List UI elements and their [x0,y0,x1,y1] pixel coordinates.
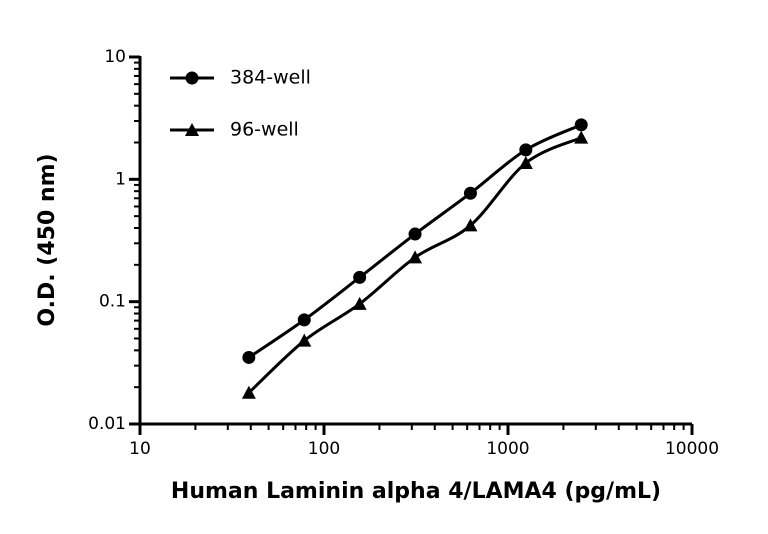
y-tick-label: 0.1 [99,292,126,312]
marker [352,296,367,310]
x-tick-label: 100 [308,439,340,459]
x-tick-label: 1000 [486,439,529,459]
marker [241,385,256,399]
x-tick-label: 10 [129,439,151,459]
y-tick-label: 10 [104,47,126,67]
x-tick-label: 10000 [665,439,719,459]
marker [463,186,477,200]
marker [185,123,199,136]
y-tick-label: 1 [115,169,126,189]
y-axis-title: O.D. (450 nm) [35,153,60,326]
x-axis-title: Human Laminin alpha 4/LAMA4 (pg/mL) [171,479,661,504]
marker [574,118,588,132]
legend-label: 96-well [230,119,299,141]
marker [242,350,256,364]
marker [353,270,367,284]
marker [297,313,311,327]
marker [463,218,478,232]
marker [185,71,199,85]
marker [574,130,589,144]
marker [297,333,312,347]
marker [518,155,533,169]
marker [519,143,533,157]
legend-label: 384-well [230,67,311,89]
marker [408,250,423,264]
marker [408,227,422,241]
series-line [247,136,582,394]
y-tick-label: 0.01 [88,414,126,434]
